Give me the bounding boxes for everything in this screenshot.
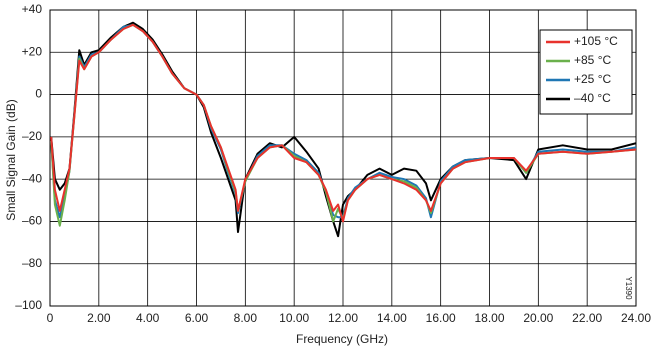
legend-label: +85 °C bbox=[574, 53, 611, 67]
y-tick-label: –40 bbox=[22, 171, 42, 185]
x-tick-label: 22.00 bbox=[572, 311, 602, 325]
x-tick-label: 6.00 bbox=[185, 311, 209, 325]
y-tick-label: –60 bbox=[22, 214, 42, 228]
x-tick-label: 2.00 bbox=[87, 311, 111, 325]
x-tick-label: 20.00 bbox=[523, 311, 553, 325]
x-tick-label: 10.00 bbox=[279, 311, 309, 325]
x-tick-label: 18.00 bbox=[474, 311, 504, 325]
y-axis-title: Small Signal Gain (dB) bbox=[4, 99, 18, 220]
y-tick-label: 0 bbox=[35, 87, 42, 101]
y-tick-label: +40 bbox=[22, 2, 43, 16]
legend-label: +105 °C bbox=[574, 34, 618, 48]
figure-id: Y1390 bbox=[624, 276, 633, 300]
x-tick-label: 14.00 bbox=[377, 311, 407, 325]
x-tick-label: 8.00 bbox=[234, 311, 258, 325]
y-tick-label: –100 bbox=[15, 298, 42, 312]
x-tick-label: 24.00 bbox=[621, 311, 651, 325]
series-line bbox=[50, 23, 637, 223]
y-tick-label: –20 bbox=[22, 129, 42, 143]
x-tick-label: 12.00 bbox=[328, 311, 358, 325]
x-tick-label: 4.00 bbox=[136, 311, 160, 325]
x-tick-label: 0 bbox=[47, 311, 54, 325]
plot-frame bbox=[49, 9, 637, 307]
x-tick-label: 16.00 bbox=[426, 311, 456, 325]
y-tick-label: +20 bbox=[22, 44, 43, 58]
x-axis-title: Frequency (GHz) bbox=[296, 332, 388, 346]
y-tick-label: –80 bbox=[22, 256, 42, 270]
legend-label: +25 °C bbox=[574, 72, 611, 86]
legend-label: –40 °C bbox=[574, 91, 611, 105]
